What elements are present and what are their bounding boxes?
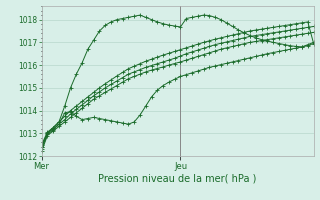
- X-axis label: Pression niveau de la mer( hPa ): Pression niveau de la mer( hPa ): [99, 173, 257, 183]
